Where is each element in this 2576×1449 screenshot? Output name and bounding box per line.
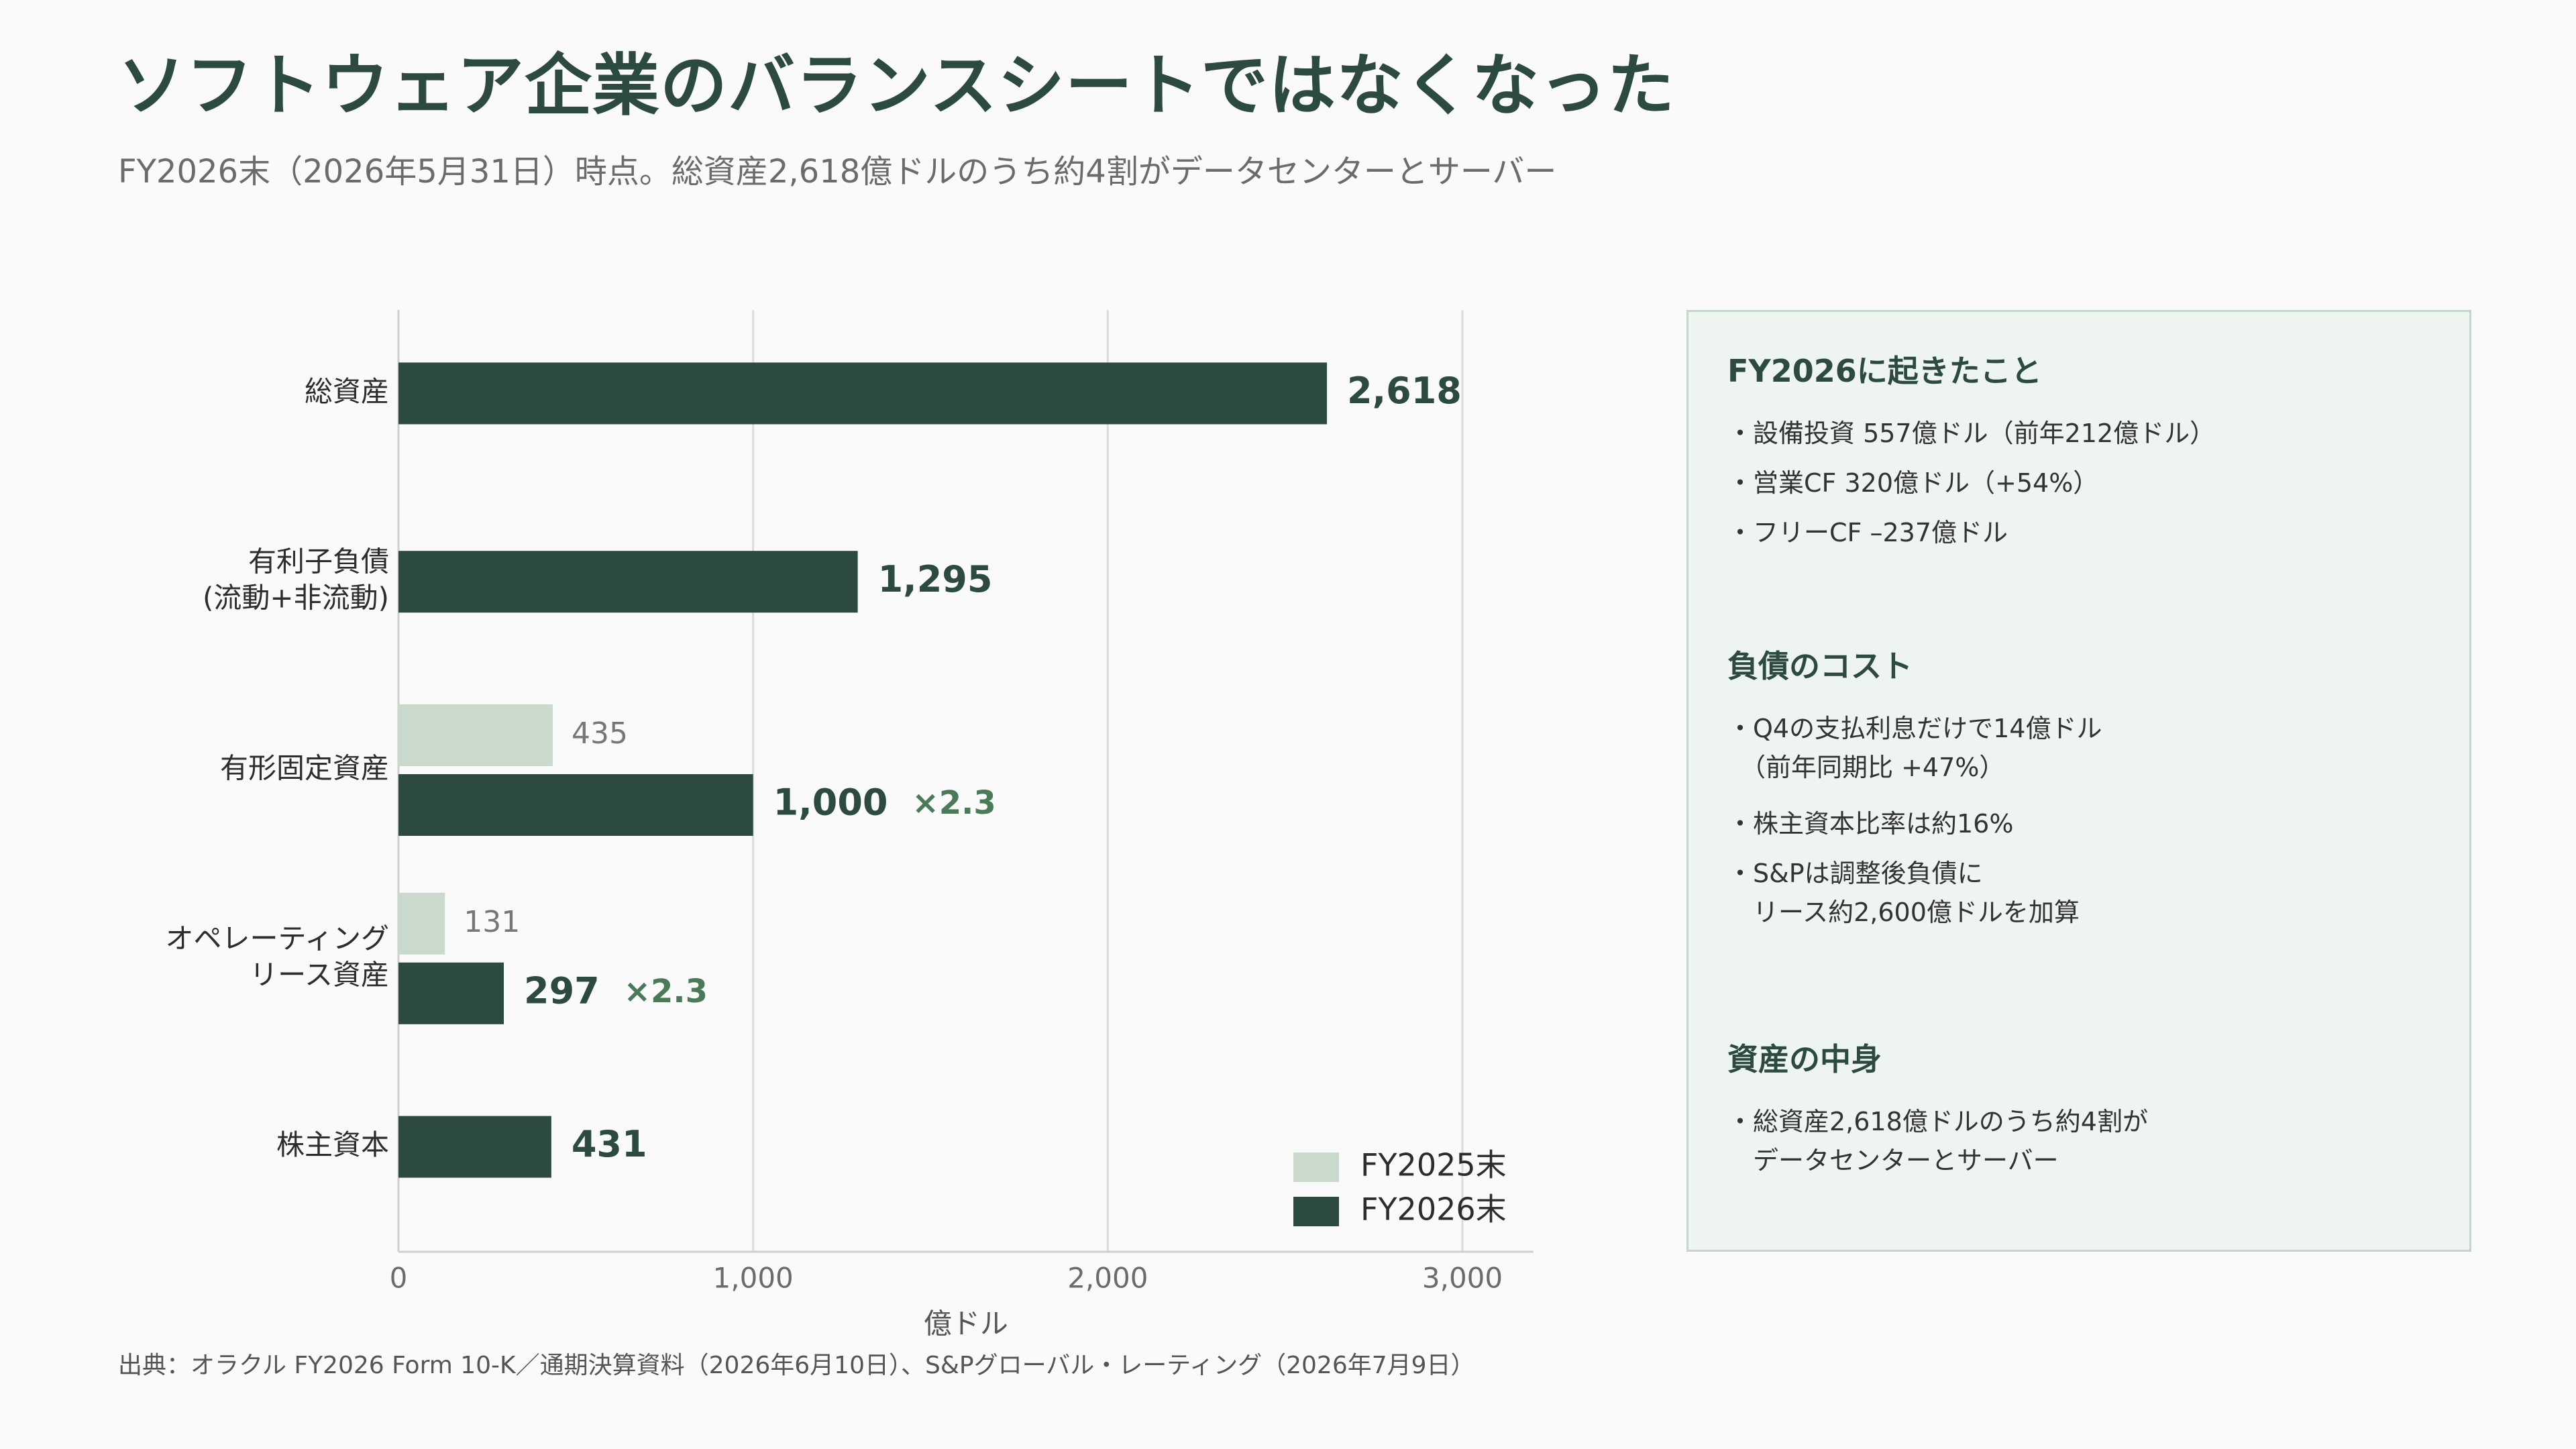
data-label-fy2026: 297 [524, 969, 600, 1012]
category-label: オペレーティング [166, 922, 389, 955]
data-label-fy2025: 435 [572, 716, 628, 751]
bar-fy2026 [398, 362, 1328, 425]
page-subtitle: FY2026末（2026年5月31日）時点。総資産2,618億ドルのうち約4割が… [118, 153, 1557, 191]
bar-fy2026 [398, 551, 858, 613]
panel-item: ・フリーCF –237億ドル [1727, 518, 2008, 547]
panel-section-assets: 資産の中身 ・総資産2,618億ドルのうち約4割が データセンターとサーバー [1727, 1035, 2148, 1180]
legend-swatch-fy2025 [1293, 1152, 1339, 1182]
panel-item: ・株主資本比率は約16% [1727, 809, 2014, 839]
bar-fy2026 [398, 962, 504, 1024]
legend-label-fy2025: FY2025末 [1360, 1147, 1507, 1183]
category-label: 総資産 [305, 375, 389, 408]
bar-fy2026 [398, 774, 753, 836]
data-label-fy2026: 1,000 [773, 782, 888, 824]
growth-multiplier: ×2.3 [912, 784, 996, 822]
legend-label-fy2026: FY2026末 [1360, 1191, 1507, 1228]
source-note: 出典：オラクル FY2026 Form 10-K／通期決算資料（2026年6月1… [118, 1352, 1475, 1379]
page-title: ソフトウェア企業のバランスシートではなくなった [118, 46, 1675, 125]
panel-section-events: FY2026に起きたこと ・設備投資 557億ドル（前年212億ドル） ・営業C… [1727, 347, 2215, 552]
category-label: リース資産 [250, 958, 389, 991]
bar-fy2025 [398, 892, 445, 955]
x-tick-label: 1,000 [713, 1262, 794, 1295]
panel-heading: 資産の中身 [1727, 1041, 1882, 1077]
data-label-fy2026: 431 [572, 1123, 647, 1165]
panel-item: ・S&Pは調整後負債に リース約2,600億ドルを加算 [1727, 859, 2080, 927]
insight-panel: FY2026に起きたこと ・設備投資 557億ドル（前年212億ドル） ・営業C… [1686, 310, 2471, 1252]
bar-fy2025 [398, 704, 553, 766]
bar-fy2026 [398, 1116, 551, 1178]
category-label: 有形固定資産 [220, 752, 389, 785]
panel-item: ・総資産2,618億ドルのうち約4割が データセンターとサーバー [1727, 1107, 2148, 1175]
x-tick-label: 0 [390, 1262, 408, 1295]
x-tick-label: 2,000 [1067, 1262, 1148, 1295]
data-label-fy2026: 1,295 [878, 558, 993, 600]
panel-heading: 負債のコスト [1727, 648, 1913, 684]
panel-item: ・設備投資 557億ドル（前年212億ドル） [1727, 419, 2216, 448]
legend-swatch-fy2026 [1293, 1197, 1339, 1226]
growth-multiplier: ×2.3 [624, 973, 708, 1010]
panel-item: ・Q4の支払利息だけで14億ドル （前年同期比 +47%） [1727, 714, 2102, 782]
x-axis-label: 億ドル [924, 1307, 1008, 1340]
category-label: 有利子負債 [248, 545, 389, 578]
bar-chart: 0 1,000 2,000 3,000 億ドル 総資産 2,618 有利子負債 (流動+非流動)… [166, 310, 1534, 1340]
panel-section-debt-cost: 負債のコスト ・Q4の支払利息だけで14億ドル （前年同期比 +47%） ・株主… [1727, 642, 2102, 932]
panel-heading: FY2026に起きたこと [1727, 353, 2042, 389]
x-tick-label: 3,000 [1422, 1262, 1503, 1295]
category-label: (流動+非流動) [203, 582, 389, 614]
panel-item: ・営業CF 320億ドル（+54%） [1727, 468, 2099, 498]
data-label-fy2026: 2,618 [1347, 370, 1462, 412]
data-label-fy2025: 131 [464, 905, 520, 939]
category-label: 株主資本 [276, 1128, 389, 1161]
